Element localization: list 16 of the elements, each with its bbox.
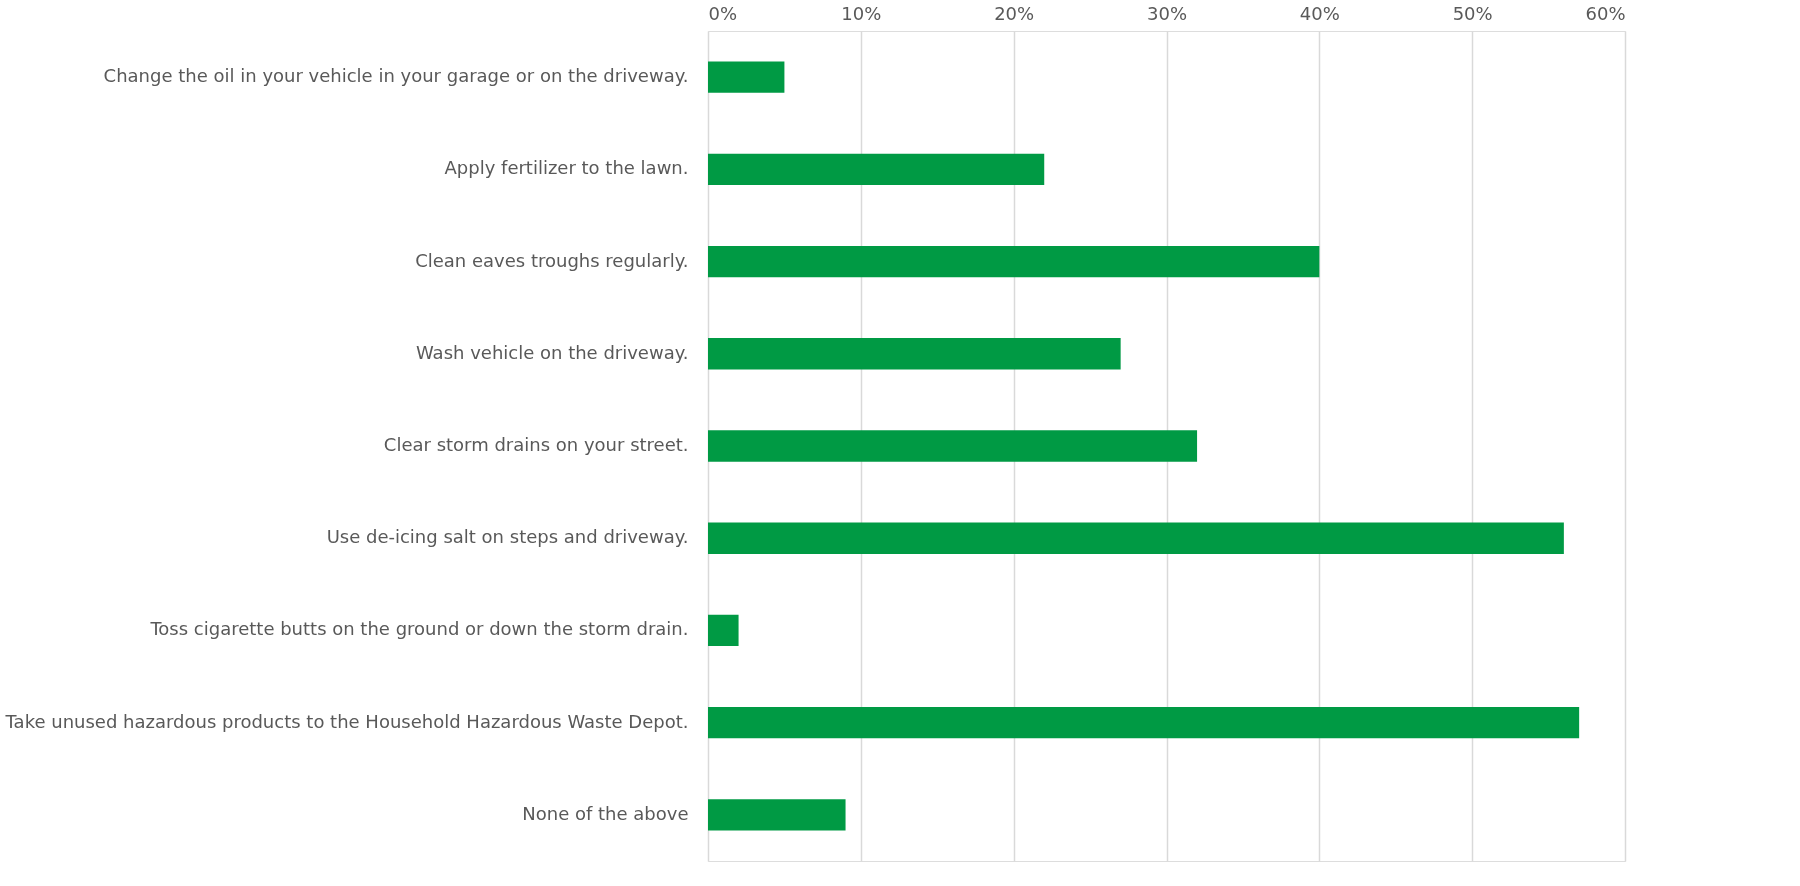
x-tick-label: 60% (1585, 2, 1626, 24)
y-tick-label: Change the oil in your vehicle in your garage or on the driveway. (103, 65, 689, 87)
x-tick-label: 20% (994, 2, 1035, 24)
x-tick-label: 50% (1452, 2, 1493, 24)
y-tick-label: Apply fertilizer to the lawn. (444, 157, 689, 179)
y-tick-label: None of the above (522, 802, 689, 824)
x-tick-label: 30% (1146, 2, 1188, 24)
y-tick-label: Clear storm drains on your street. (383, 434, 689, 455)
y-tick-label: Clean eaves troughs regularly. (415, 249, 689, 271)
x-tick-label: 40% (1299, 2, 1340, 24)
y-tick-label: Wash vehicle on the driveway. (415, 341, 689, 363)
y-tick-label: Use de-icing salt on steps and driveway. (326, 526, 689, 548)
x-tick-label: 0% (708, 2, 738, 24)
y-tick-label: Toss cigarette butts on the ground or down the storm drain. (149, 618, 689, 640)
x-tick-label: 10% (841, 2, 882, 24)
y-tick-label: Take unused hazardous products to the Household Hazardous Waste Depot. (4, 710, 689, 732)
